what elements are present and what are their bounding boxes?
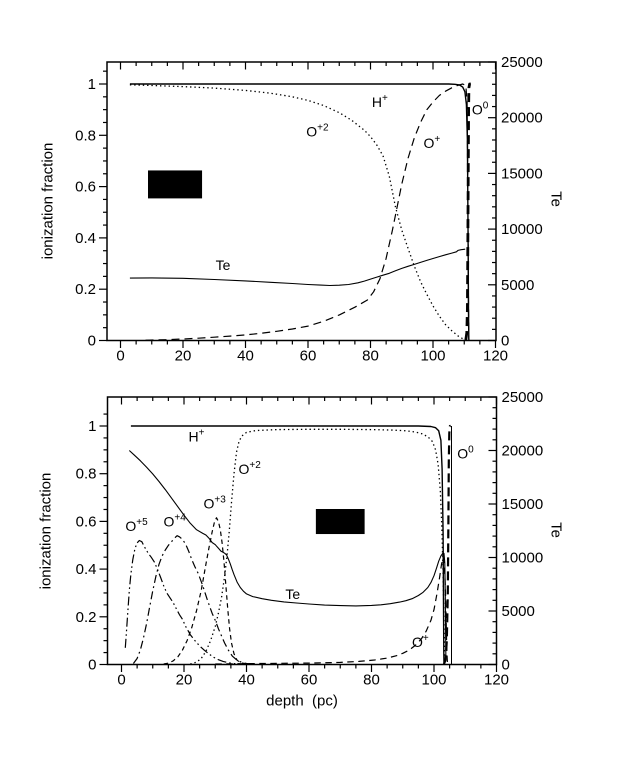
y-tick-label: 0.4 xyxy=(76,561,97,578)
y-tick-label: 0.4 xyxy=(75,230,96,247)
bottom-label-Te: Te xyxy=(285,586,300,602)
top-curve-O0 xyxy=(464,82,471,341)
bottom-label-O+4: O+4 xyxy=(164,512,187,529)
y-tick-label: 1 xyxy=(88,76,96,93)
x-tick-label: 20 xyxy=(176,672,193,689)
y-tick-label: 0.6 xyxy=(75,179,96,196)
y-axis-label-bottom: ionization fraction xyxy=(37,472,55,590)
te-tick-label: 20000 xyxy=(502,443,544,460)
te-axis-label-bottom: Te xyxy=(547,522,565,538)
bottom-curve-O+2 xyxy=(190,428,446,665)
x-tick-label: 60 xyxy=(300,348,317,365)
bottom-panel: 0 20 40 60 80 100 12000.20.40.60.8105000100001… xyxy=(76,389,544,689)
bottom-label-O+3: O+3 xyxy=(204,495,227,512)
x-tick-label: 20 xyxy=(175,348,192,365)
te-axis-label-top: Te xyxy=(547,191,565,207)
y-tick-label: 0.2 xyxy=(75,281,96,298)
bottom-label-O0: O0 xyxy=(457,444,474,461)
bottom-label-O+: O+ xyxy=(412,633,429,650)
top-label-Te: Te xyxy=(216,257,231,273)
te-tick-label: 15000 xyxy=(501,165,543,182)
top-label-O0: O0 xyxy=(472,101,489,118)
top-curve-H+ xyxy=(129,83,470,341)
x-tick-label: 80 xyxy=(362,348,379,365)
x-tick-label: 80 xyxy=(363,672,380,689)
te-tick-label: 25000 xyxy=(502,389,544,406)
te-tick-label: 10000 xyxy=(502,550,544,567)
y-tick-label: 0 xyxy=(88,657,96,674)
te-tick-label: 0 xyxy=(501,333,509,350)
bottom-label-O+2: O+2 xyxy=(239,460,262,477)
top-label-H+: H+ xyxy=(372,93,388,110)
te-tick-label: 15000 xyxy=(502,496,544,513)
top-panel: 0 20 40 60 80 100 12000.20.40.60.8105000100001… xyxy=(75,54,543,365)
bottom-label-O+5: O+5 xyxy=(125,517,148,534)
y-tick-label: 0.8 xyxy=(75,127,96,144)
x-tick-label: 40 xyxy=(238,672,255,689)
bottom-curve-O+4 xyxy=(132,535,253,665)
x-tick-label: 60 xyxy=(301,672,318,689)
bottom-curve-O0 xyxy=(442,424,451,665)
y-tick-label: 0.8 xyxy=(76,466,97,483)
y-tick-label: 0 xyxy=(88,333,96,350)
bottom-curve-H+ xyxy=(130,425,445,665)
te-tick-label: 5000 xyxy=(502,603,535,620)
top-label-O+: O+ xyxy=(423,134,440,151)
top-curve-O+2 xyxy=(129,84,468,341)
te-tick-label: 20000 xyxy=(501,110,543,127)
x-tick-label: 0 xyxy=(116,348,124,365)
x-axis-label: depth (pc) xyxy=(266,692,338,710)
bottom-curve-Te xyxy=(128,450,447,659)
top-curve-O+ xyxy=(145,83,470,341)
te-tick-label: 25000 xyxy=(501,54,543,71)
x-tick-label: 40 xyxy=(237,348,254,365)
bottom-frame xyxy=(106,396,498,666)
x-tick-label: 100 xyxy=(421,672,446,689)
top-frame xyxy=(106,61,497,342)
te-tick-label: 5000 xyxy=(501,277,534,294)
bottom-curve-O+3 xyxy=(163,517,247,665)
y-tick-label: 0.6 xyxy=(76,513,97,530)
y-tick-label: 1 xyxy=(88,418,96,435)
top-label-O+2: O+2 xyxy=(306,122,329,139)
top-curve-Te xyxy=(129,248,466,287)
x-tick-label: 0 xyxy=(117,672,125,689)
x-tick-label: 100 xyxy=(420,348,445,365)
y-axis-label-top: ionization fraction xyxy=(39,142,57,260)
bottom-blackout-box xyxy=(315,508,365,535)
bottom-curve-O+5 xyxy=(124,539,241,665)
bottom-label-H+: H+ xyxy=(189,428,205,445)
te-tick-label: 0 xyxy=(502,657,510,674)
top-blackout-box xyxy=(148,170,203,199)
x-tick-label: 120 xyxy=(484,672,509,689)
x-tick-label: 120 xyxy=(483,348,508,365)
te-tick-label: 10000 xyxy=(501,221,543,238)
y-tick-label: 0.2 xyxy=(76,609,97,626)
